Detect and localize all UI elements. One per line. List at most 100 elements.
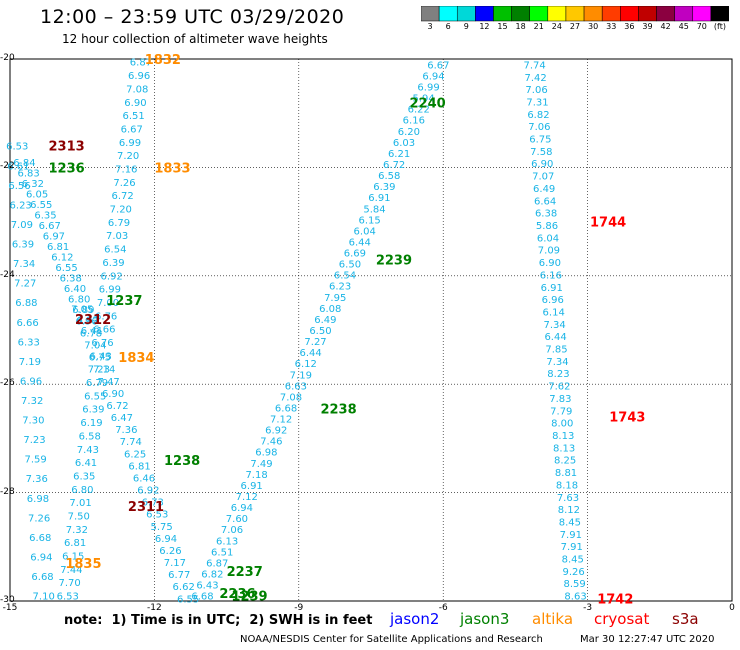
wave-height-value: 7.26 — [28, 513, 50, 524]
wave-height-value: 6.77 — [168, 570, 190, 581]
wave-height-value: 7.34 — [546, 357, 568, 368]
wave-height-value: 7.34 — [13, 259, 35, 270]
pass-time-label: 2240 — [410, 96, 446, 111]
wave-height-value: 5.86 — [536, 221, 558, 232]
wave-height-value: 7.44 — [60, 565, 82, 576]
wave-height-value: 6.16 — [403, 116, 425, 127]
wave-height-value: 6.88 — [15, 298, 37, 309]
wave-height-value: 8.12 — [558, 505, 580, 516]
wave-height-value: 6.97 — [43, 231, 65, 242]
colorbar-label: 70 — [696, 22, 707, 31]
wave-height-value: 7.27 — [14, 279, 36, 290]
wave-height-value: 6.91 — [541, 283, 563, 294]
wave-height-value: 7.47 — [98, 377, 120, 388]
wave-height-value: 6.75 — [529, 135, 551, 146]
wave-height-value: 7.31 — [526, 97, 548, 108]
generation-timestamp: Mar 30 12:27:47 UTC 2020 — [580, 634, 715, 645]
wave-height-value: 6.43 — [90, 351, 112, 362]
wave-height-value: 6.98 — [27, 494, 49, 505]
wave-height-value: 7.59 — [25, 455, 47, 466]
colorbar-swatch — [710, 6, 729, 22]
wave-height-value: 6.21 — [388, 149, 410, 160]
wave-height-value: 6.79 — [86, 378, 108, 389]
pass-time-label: 2239 — [376, 254, 412, 269]
wave-height-value: 6.66 — [93, 325, 115, 336]
wave-height-value: 6.90 — [124, 98, 146, 109]
wave-height-value: 7.12 — [270, 415, 292, 426]
colorbar-labels: 3 6 9 12 15 18 21 24 27 30 33 36 39 42 45 70 (ft) — [421, 22, 729, 36]
wave-height-value: 6.81 — [47, 242, 69, 253]
wave-height-value: 7.91 — [561, 542, 583, 553]
wave-height-value: 6.49 — [533, 184, 555, 195]
colorbar-label: 45 — [678, 22, 689, 31]
wave-height-value: 5.75 — [150, 522, 172, 533]
wave-height-value: 6.38 — [60, 273, 82, 284]
x-tick-label: -6 — [438, 603, 448, 613]
wave-height-value: 7.34 — [544, 320, 566, 331]
y-tick-label: -24 — [0, 269, 15, 280]
track-jason3-1237: 7.056.966.78 7.046.757.147.476.906.726.47… — [71, 304, 199, 605]
wave-height-value: 6.63 — [285, 381, 307, 392]
wave-height-value: 7.06 — [221, 525, 243, 536]
wave-height-value: 6.80 — [71, 485, 93, 496]
pass-time-label: 1239 — [231, 590, 267, 605]
track-jason3-1236: 6.846.836.326.056.556.356.676.976.816.12… — [13, 158, 103, 337]
wave-height-value: 6.90 — [102, 389, 124, 400]
wave-height-value: 6.81 — [128, 461, 150, 472]
wave-height-value: 6.08 — [319, 304, 341, 315]
wave-height-value: 6.96 — [20, 376, 42, 387]
wave-height-value: 5.94 — [413, 94, 435, 105]
pass-time-label: 1833 — [154, 161, 190, 176]
wave-height-value: 6.41 — [75, 458, 97, 469]
pass-time-label: 1236 — [49, 161, 85, 176]
wave-height-value: 8.45 — [562, 555, 584, 566]
wave-height-value: 6.94 — [422, 71, 444, 82]
wave-height-value: 6.16 — [540, 270, 562, 281]
wave-height-value: 6.33 — [18, 337, 40, 348]
wave-height-value: 6.87 — [130, 58, 152, 69]
wave-height-value: 7.32 — [66, 525, 88, 536]
colorbar-label: 36 — [624, 22, 635, 31]
y-tick-label: -20 — [0, 53, 15, 63]
wave-height-value: 7.23 — [23, 435, 45, 446]
wave-height-value: 6.72 — [111, 191, 133, 202]
wave-height-value: 6.92 — [101, 271, 123, 282]
wave-height-value: 6.35 — [34, 210, 56, 221]
wave-height-value: 7.04 — [84, 341, 106, 352]
wave-height-value: 6.55 — [177, 594, 199, 605]
wave-height-value: 7.46 — [260, 437, 282, 448]
wave-height-value: 7.08 — [280, 392, 302, 403]
wave-height-value: 6.55 — [55, 263, 77, 274]
wave-height-value: 6.55 — [84, 391, 106, 402]
wave-height-value: 6.61 — [7, 161, 29, 172]
wave-height-value: 9.26 — [563, 567, 585, 578]
wave-height-value: 7.12 — [236, 492, 258, 503]
wave-height-value: 6.64 — [534, 196, 556, 207]
wave-height-value: 6.94 — [30, 552, 52, 563]
wave-height-value: 8.81 — [555, 468, 577, 479]
wave-height-value: 7.03 — [106, 231, 128, 242]
y-tick-label: -28 — [0, 486, 15, 497]
wave-height-value: 6.22 — [408, 105, 430, 116]
footnote: note: 1) Time is in UTC; 2) SWH is in fe… — [64, 613, 373, 628]
wave-height-value: 6.72 — [383, 160, 405, 171]
wave-height-value: 8.13 — [553, 443, 575, 454]
wave-height-value: 6.53 — [6, 142, 28, 153]
wave-height-value: 6.53 — [57, 592, 79, 603]
legend-altika: altika — [532, 610, 574, 628]
wave-height-value: 6.68 — [31, 572, 53, 583]
wave-height-value: 6.39 — [373, 182, 395, 193]
wave-height-value: 6.84 — [13, 158, 35, 169]
wave-height-value: 7.60 — [226, 514, 248, 525]
wave-height-value: 7.42 — [524, 73, 546, 84]
track-s3a-2313: 6.53 6.61 6.56 6.23 7.09 6.39 7.34 7.27 6.88 6.66… — [6, 142, 55, 603]
wave-height-value: 6.92 — [76, 315, 98, 326]
wave-height-value: 6.56 — [8, 181, 30, 192]
wave-height-value: 6.96 — [128, 71, 150, 82]
wave-height-value: 6.99 — [417, 83, 439, 94]
wave-height-value: 6.82 — [527, 110, 549, 121]
wave-height-value: 8.00 — [551, 419, 573, 430]
wave-height-value: 6.79 — [108, 218, 130, 229]
wave-height-value: 7.14 — [93, 365, 115, 376]
